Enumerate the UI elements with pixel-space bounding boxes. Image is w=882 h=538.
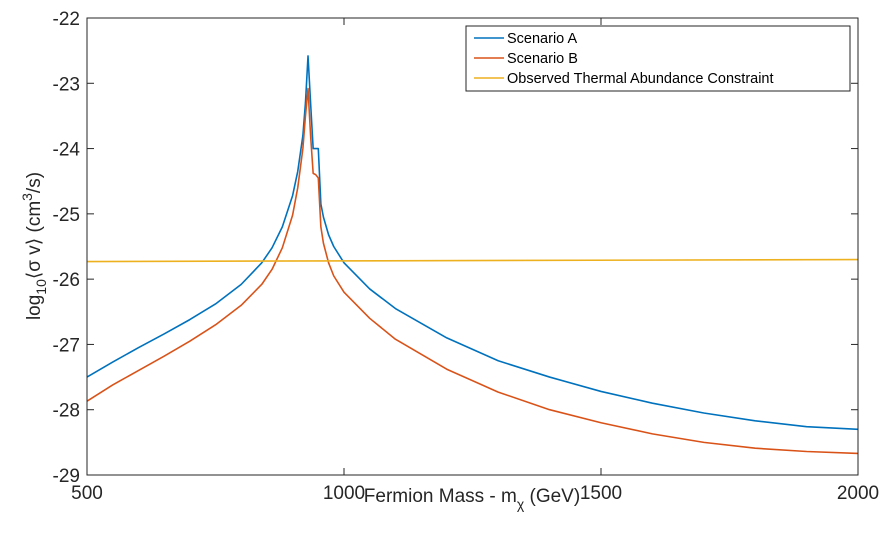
x-tick-label: 500 [71,483,103,504]
series-line-scenario-b [86,87,859,455]
y-tick-label: -29 [53,466,80,487]
x-tick-label: 1000 [323,483,365,504]
y-axis-label-superscript: 3 [19,193,35,201]
x-tick-label: 1500 [580,483,622,504]
series-line-scenario-a [86,55,859,431]
y-tick-label: -23 [53,74,80,95]
x-axis: 500 1000 1500 2000 [71,18,879,504]
y-axis-label-subscript: 10 [33,279,49,295]
series-layer [86,55,859,455]
y-tick-label: -28 [53,401,80,422]
x-axis-label: Fermion Mass - mχ (GeV) [364,486,580,512]
series-line-constraint [86,258,859,263]
y-tick-label: -27 [53,335,80,356]
y-tick-label: -26 [53,270,80,291]
y-axis: -29 -28 -27 -26 -25 -24 -23 -22 [53,9,858,487]
legend: Scenario A Scenario B Observed Thermal A… [465,25,851,92]
y-tick-label: -22 [53,9,80,30]
y-axis-label: log10⟨σ v⟩ (cm3/s) [19,172,49,320]
plot-area [87,18,858,475]
y-tick-label: -24 [53,140,81,161]
legend-label-scenario-a: Scenario A [507,31,577,47]
plot-frame [86,17,859,476]
legend-label-scenario-b: Scenario B [507,51,578,67]
x-axis-label-subscript: χ [517,496,525,512]
x-tick-label: 2000 [837,483,879,504]
legend-label-constraint: Observed Thermal Abundance Constraint [507,71,774,87]
legend-box [465,25,851,92]
y-tick-label: -25 [53,205,80,226]
